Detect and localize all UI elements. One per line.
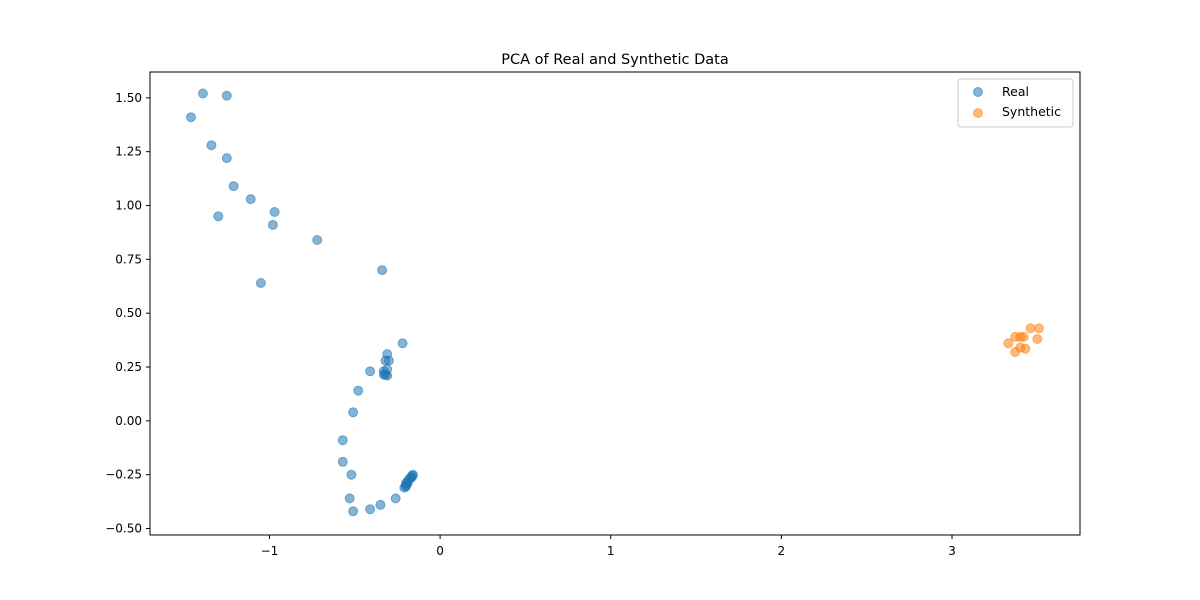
y-tick-label: −0.25 [105, 468, 142, 482]
point-real-25 [337, 435, 348, 446]
point-real-12 [255, 278, 266, 288]
point-real-7 [213, 211, 224, 222]
point-real-32 [390, 493, 401, 504]
point-real-23 [353, 385, 364, 396]
plot-frame [149, 71, 1081, 536]
point-real-13 [397, 338, 408, 349]
y-tick-label: 1.50 [115, 91, 142, 105]
y-tick-label: −0.50 [105, 522, 142, 536]
point-synthetic-4 [1025, 323, 1036, 334]
points-layer [186, 88, 1044, 517]
x-tick-label: 3 [948, 544, 956, 558]
point-real-6 [245, 194, 256, 205]
y-tick-label: 0.75 [115, 252, 142, 266]
legend-marker-synthetic [973, 108, 983, 118]
point-real-24 [348, 407, 359, 418]
x-tick-label: 1 [607, 544, 615, 558]
y-tick-label: 0.25 [115, 360, 142, 374]
point-real-30 [365, 504, 376, 515]
y-tick-label: 1.00 [115, 199, 142, 213]
point-real-31 [375, 499, 386, 510]
point-real-26 [337, 456, 348, 467]
legend-label-real: Real [1002, 84, 1029, 99]
point-real-22 [382, 370, 393, 381]
point-real-43 [401, 481, 411, 492]
point-synthetic-8 [1020, 343, 1031, 354]
x-tick-label: −1 [261, 544, 279, 558]
y-axis-ticks: −0.50 −0.25 0.00 0.25 0.50 0.75 1.00 1.25 1.50 [105, 91, 150, 536]
point-synthetic-9 [1010, 347, 1021, 357]
point-real-9 [267, 219, 278, 230]
point-real-10 [312, 235, 323, 245]
point-synthetic-3 [1018, 331, 1029, 342]
point-real-18 [365, 366, 376, 377]
x-tick-label: 0 [436, 544, 444, 558]
point-real-29 [348, 506, 359, 517]
point-synthetic-5 [1034, 323, 1044, 334]
point-real-8 [269, 207, 280, 217]
point-real-3 [206, 140, 217, 151]
point-real-1 [197, 88, 208, 99]
point-real-2 [221, 90, 232, 101]
chart-title: PCA of Real and Synthetic Data [501, 52, 728, 68]
y-tick-label: 1.25 [115, 145, 142, 159]
x-axis-ticks: −1 0 1 2 3 [261, 535, 956, 558]
point-synthetic-6 [1032, 334, 1043, 344]
legend: Real Synthetic [957, 78, 1074, 128]
x-tick-label: 2 [778, 544, 786, 558]
point-real-28 [344, 493, 355, 504]
legend-frame [957, 78, 1074, 128]
point-real-16 [380, 355, 391, 366]
point-real-0 [186, 112, 196, 123]
point-real-11 [377, 265, 388, 276]
legend-label-synthetic: Synthetic [1002, 104, 1061, 119]
point-real-4 [221, 153, 232, 164]
y-tick-label: 0.50 [115, 306, 142, 320]
point-real-27 [346, 469, 357, 480]
y-tick-label: 0.00 [115, 414, 142, 428]
legend-marker-real [973, 87, 983, 97]
point-real-5 [228, 181, 239, 192]
point-synthetic-0 [1003, 338, 1014, 349]
